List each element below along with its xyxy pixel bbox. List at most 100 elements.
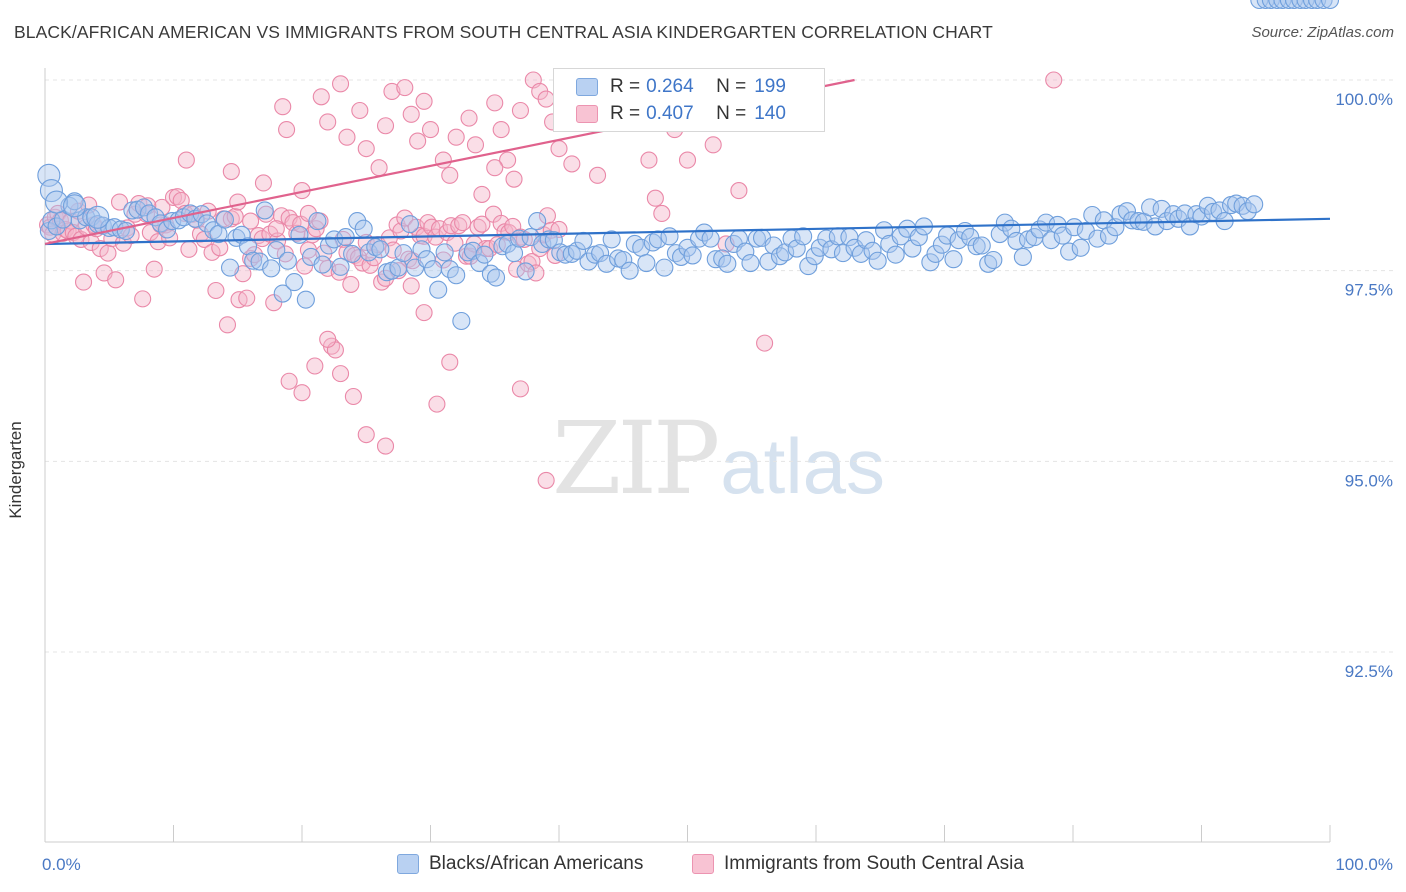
pink-point-extra-72 (441, 353, 459, 371)
pink-point-extra-1 (278, 121, 296, 139)
legend-r-label-blue: R = (610, 76, 641, 97)
pink-point-extra-71 (428, 395, 446, 413)
blue-point-65 (412, 240, 431, 259)
pink-point-extra-4 (312, 88, 330, 106)
chart-source: Source: ZipAtlas.com (1251, 24, 1394, 41)
blue-point-big-1 (39, 179, 63, 203)
blue-point-100 (614, 250, 633, 270)
bottom-legend-label-pink: Immigrants from South Central Asia (724, 853, 1024, 874)
pink-point-extra-0 (274, 98, 292, 116)
blue-point-58 (371, 240, 390, 259)
blue-point-14 (116, 221, 136, 241)
blue-point-221 (1314, 0, 1333, 10)
blue-point-173 (1036, 213, 1056, 232)
pink-point-96 (384, 241, 402, 259)
blue-point-177 (1060, 242, 1079, 261)
blue-point-126 (764, 236, 783, 255)
pink-point-94 (376, 269, 395, 287)
x-tick-label-1: 100.0% (1335, 855, 1393, 874)
pink-point-extra-25 (492, 121, 510, 139)
blue-point-91 (562, 244, 581, 263)
pink-point-extra-55 (222, 162, 240, 181)
y-tick-label-0: 92.5% (1345, 662, 1393, 681)
x-tick-label-0: 0.0% (42, 855, 81, 874)
pink-point-extra-42 (640, 151, 658, 169)
bottom-legend-swatch-pink (692, 854, 714, 874)
pink-point-extra-69 (402, 277, 420, 295)
pink-point-extra-21 (460, 109, 478, 127)
pink-point-extra-56 (229, 193, 247, 211)
blue-point-43 (285, 273, 304, 292)
blue-point-154 (926, 244, 945, 263)
blue-point-101 (620, 261, 639, 280)
blue-point-169 (1013, 247, 1032, 266)
blue-point-40 (267, 241, 286, 260)
blue-point-217 (1291, 0, 1310, 10)
blue-point-118 (718, 254, 737, 273)
blue-point-45 (296, 290, 315, 309)
blue-point-187 (1117, 202, 1137, 221)
pink-point-extra-46 (678, 151, 697, 169)
blue-point-69 (435, 243, 454, 262)
pink-point-extra-24 (486, 94, 504, 112)
pink-point-extra-44 (653, 204, 671, 223)
series-blue-points (37, 0, 1340, 331)
chart-title: BLACK/AFRICAN AMERICAN VS IMMIGRANTS FRO… (14, 22, 993, 42)
blue-point-68 (429, 280, 448, 299)
pink-point-extra-51 (1045, 71, 1063, 89)
pink-point-extra-75 (537, 471, 555, 489)
legend-n-label-blue: N = (716, 76, 747, 97)
pink-point-extra-31 (537, 90, 555, 108)
blue-point-116 (706, 250, 725, 269)
pink-point-extra-6 (331, 75, 350, 93)
pink-point-58 (238, 289, 256, 307)
blue-point-142 (857, 231, 876, 250)
pink-point-extra-8 (351, 101, 369, 120)
pink-point-43 (180, 240, 198, 258)
bottom-legend-swatch-blue (397, 854, 419, 874)
blue-point-63 (400, 215, 419, 234)
blue-point-90 (556, 245, 575, 264)
blue-point-67 (424, 260, 443, 279)
legend-swatch-pink (576, 105, 598, 123)
y-tick-label-3: 100.0% (1335, 90, 1393, 109)
blue-point-138 (833, 244, 853, 263)
blue-point-174 (1042, 231, 1061, 250)
blue-point-147 (886, 245, 905, 264)
blue-point-98 (602, 230, 621, 249)
blue-point-157 (944, 250, 963, 269)
pink-point-53 (218, 316, 237, 334)
blue-point-158 (949, 231, 968, 250)
pink-point-extra-13 (396, 79, 414, 97)
blue-point-211 (1256, 0, 1275, 10)
pink-point-extra-26 (499, 151, 517, 169)
pink-point-114 (454, 214, 472, 232)
pink-point-extra-70 (415, 304, 433, 322)
bottom-legend-blue: Blacks/African Americans (397, 851, 643, 877)
blue-point-32 (220, 258, 240, 277)
pink-point-extra-20 (447, 128, 465, 146)
pink-point-extra-11 (376, 117, 395, 135)
pink-point-extra-54 (177, 151, 195, 169)
pink-point-extra-74 (511, 380, 530, 398)
blue-point-39 (262, 259, 281, 278)
blue-point-141 (851, 244, 871, 263)
pink-point-66 (269, 232, 287, 250)
legend-n-value-pink: 140 (754, 103, 786, 124)
blue-point-35 (238, 237, 258, 256)
y-tick-label-1: 95.0% (1345, 471, 1393, 490)
pink-point-extra-12 (383, 82, 401, 100)
blue-point-31 (215, 210, 234, 229)
pink-point-extra-50 (756, 334, 774, 352)
pink-point-extra-43 (646, 189, 664, 207)
blue-point-85 (528, 212, 547, 231)
blue-point-121 (736, 242, 755, 261)
pink-point-extra-47 (704, 136, 722, 154)
pink-point-extra-57 (242, 212, 260, 230)
blue-point-115 (701, 229, 720, 248)
pink-point-extra-18 (434, 151, 452, 169)
blue-point-212 (1261, 0, 1280, 10)
blue-point-207 (1233, 196, 1252, 215)
pink-point-extra-28 (511, 101, 530, 120)
pink-point-extra-14 (402, 105, 420, 123)
